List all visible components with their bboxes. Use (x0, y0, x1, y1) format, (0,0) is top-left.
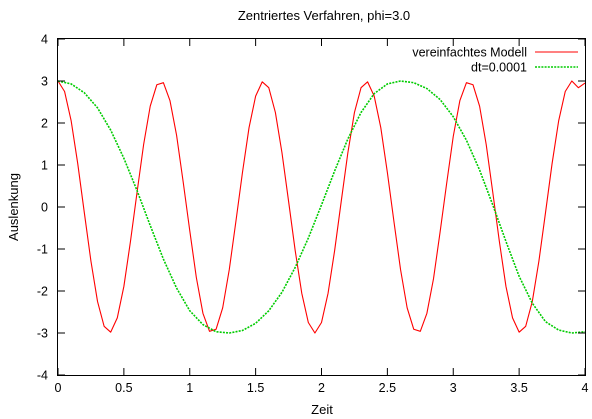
x-tick-label: 0.5 (115, 381, 132, 395)
y-tick-label: -4 (37, 369, 48, 383)
x-tick-label: 1 (186, 381, 193, 395)
axis-ticks (57, 38, 586, 376)
chart-title: Zentriertes Verfahren, phi=3.0 (238, 8, 410, 23)
x-tick-label: 3.5 (510, 381, 527, 395)
x-tick-labels: 0 0.5 1 1.5 2 2.5 3 3.5 4 (55, 381, 589, 395)
y-tick-label: -2 (37, 285, 48, 299)
series-line-2 (57, 80, 586, 334)
plot-frame (57, 38, 586, 376)
y-tick-label: -1 (37, 243, 48, 257)
y-axis-label: Auslenkung (6, 173, 21, 241)
x-axis-label: Zeit (311, 402, 333, 417)
series-line-1 (57, 80, 586, 334)
x-tick-label: 4 (582, 381, 589, 395)
legend-label: vereinfachtes Modell (412, 46, 527, 60)
y-tick-label: 2 (41, 117, 48, 131)
legend-item: vereinfachtes Modell (412, 46, 578, 60)
x-tick-label: 2.5 (379, 381, 396, 395)
y-tick-label: 0 (41, 201, 48, 215)
y-tick-labels: -4 -3 -2 -1 0 1 2 3 4 (37, 33, 48, 383)
x-tick-label: 3 (450, 381, 457, 395)
y-tick-label: 3 (41, 75, 48, 89)
x-tick-label: 1.5 (247, 381, 264, 395)
legend-label: dt=0.0001 (471, 61, 527, 75)
plot-lines (57, 80, 586, 334)
x-tick-label: 0 (55, 381, 62, 395)
y-tick-label: 4 (41, 33, 48, 47)
y-tick-label: -3 (37, 327, 48, 341)
y-tick-label: 1 (41, 159, 48, 173)
legend-item: dt=0.0001 (471, 61, 578, 75)
x-tick-label: 2 (318, 381, 325, 395)
